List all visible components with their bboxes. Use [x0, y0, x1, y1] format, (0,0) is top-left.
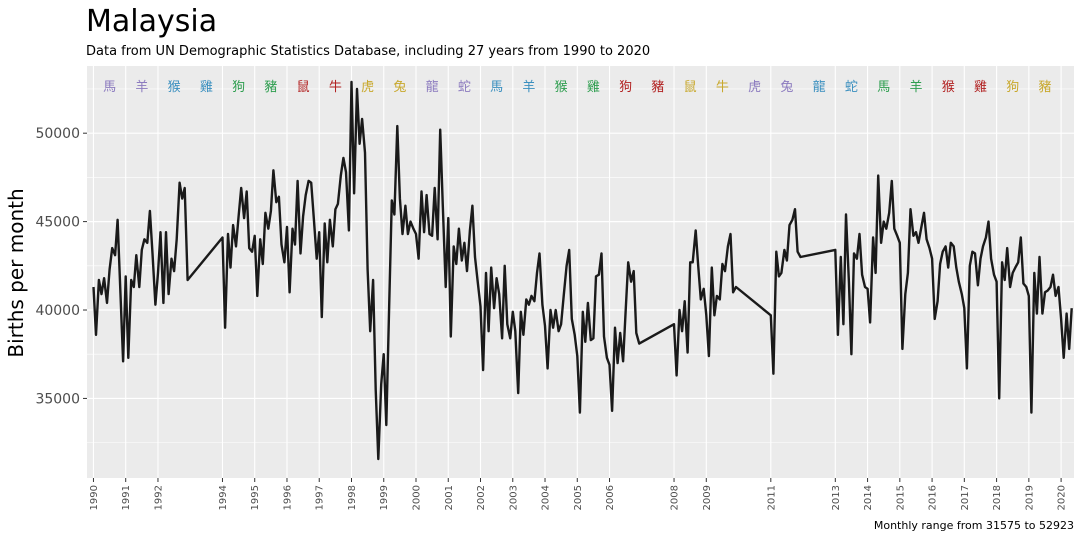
chart-subtitle: Data from UN Demographic Statistics Data… — [86, 44, 650, 59]
x-tick-label: 2013 — [831, 485, 842, 510]
x-tick-label: 2002 — [476, 485, 487, 510]
zodiac-label: 虎 — [361, 80, 374, 95]
zodiac-label: 豬 — [264, 80, 277, 95]
zodiac-label: 鼠 — [297, 80, 310, 95]
zodiac-label: 兔 — [780, 80, 793, 95]
zodiac-label: 羊 — [909, 79, 922, 95]
zodiac-label: 狗 — [619, 80, 632, 95]
chart-caption: Monthly range from 31575 to 52923 — [874, 519, 1074, 532]
zodiac-label: 龍 — [426, 79, 439, 95]
x-tick-label: 2019 — [1024, 485, 1035, 510]
y-tick-label: 40000 — [35, 303, 80, 319]
zodiac-label: 雞 — [200, 80, 213, 95]
chart-title: Malaysia — [86, 4, 217, 39]
x-tick-label: 2005 — [573, 485, 584, 510]
zodiac-label: 狗 — [232, 80, 245, 95]
zodiac-label: 鼠 — [684, 80, 697, 95]
x-tick-label: 2020 — [1057, 485, 1068, 510]
x-axis-ticks: 1990 1991 1992 1994 1995 1996 1997 1998 1999 2000… — [89, 478, 1068, 510]
zodiac-label: 羊 — [135, 79, 148, 95]
x-tick-label: 2015 — [895, 485, 906, 510]
x-tick-label: 2000 — [412, 485, 423, 510]
zodiac-label: 雞 — [587, 80, 600, 95]
x-tick-label: 1990 — [89, 485, 100, 510]
zodiac-label: 牛 — [716, 80, 729, 95]
y-tick-label: 35000 — [35, 391, 80, 407]
zodiac-label: 豬 — [651, 80, 664, 95]
x-tick-label: 1994 — [218, 485, 229, 510]
zodiac-label: 蛇 — [845, 80, 858, 95]
zodiac-label: 猴 — [942, 80, 955, 95]
x-tick-label: 2009 — [702, 485, 713, 510]
x-tick-label: 2011 — [766, 485, 777, 510]
zodiac-label: 牛 — [329, 80, 342, 95]
x-tick-label: 1992 — [153, 485, 164, 510]
zodiac-label: 羊 — [522, 79, 535, 95]
births-series-line — [92, 80, 1073, 461]
zodiac-label: 猴 — [168, 80, 181, 95]
x-tick-label: 2016 — [928, 485, 939, 510]
x-tick-label: 2003 — [508, 485, 519, 510]
x-tick-label: 2014 — [863, 485, 874, 510]
zodiac-label: 龍 — [813, 79, 826, 95]
x-tick-label: 1991 — [121, 485, 132, 510]
x-tick-label: 1995 — [250, 485, 261, 510]
zodiac-label: 馬 — [490, 80, 503, 95]
zodiac-label: 馬 — [877, 80, 890, 95]
x-tick-label: 2006 — [605, 485, 616, 510]
y-tick-label: 45000 — [35, 215, 80, 231]
zodiac-label: 狗 — [1006, 80, 1019, 95]
zodiac-labels: 馬羊猴雞狗豬鼠牛虎兔龍蛇馬羊猴雞狗豬鼠牛虎兔龍蛇馬羊猴雞狗豬 — [103, 79, 1051, 95]
zodiac-label: 豬 — [1038, 80, 1051, 95]
zodiac-label: 馬 — [103, 80, 116, 95]
plot-panel — [87, 66, 1074, 478]
zodiac-label: 雞 — [974, 80, 987, 95]
x-tick-label: 2017 — [960, 485, 971, 510]
zodiac-label: 蛇 — [458, 80, 471, 95]
x-tick-label: 1996 — [282, 485, 293, 510]
zodiac-label: 猴 — [555, 80, 568, 95]
y-axis-label: Births per month — [4, 188, 28, 357]
zodiac-label: 虎 — [748, 80, 761, 95]
zodiac-label: 兔 — [393, 80, 406, 95]
x-tick-label: 1997 — [315, 485, 326, 510]
x-tick-label: 1999 — [379, 485, 390, 510]
x-tick-label: 2018 — [992, 485, 1003, 510]
x-tick-label: 2004 — [541, 485, 552, 510]
x-tick-label: 2008 — [670, 485, 681, 510]
y-axis-ticks: 35000 40000 45000 50000 — [35, 126, 87, 407]
x-tick-label: 2001 — [444, 485, 455, 510]
x-tick-label: 1998 — [347, 485, 358, 510]
y-tick-label: 50000 — [35, 126, 80, 142]
